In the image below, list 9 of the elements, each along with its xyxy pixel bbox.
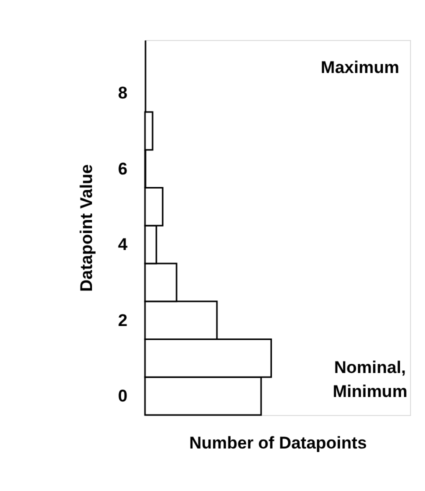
text: Nominal, Minimum	[332, 358, 408, 401]
y-tick-label: 6	[118, 159, 128, 178]
text: Maximum	[320, 58, 400, 77]
y-axis-title: Datapoint Value	[77, 164, 96, 292]
y-tick-label: 2	[118, 310, 128, 330]
y-tick-label: 0	[118, 386, 128, 406]
y-tick-label: 8	[118, 84, 128, 103]
y-tick-label: 4	[118, 235, 128, 254]
x-axis-title: Number of Datapoints	[189, 434, 367, 452]
